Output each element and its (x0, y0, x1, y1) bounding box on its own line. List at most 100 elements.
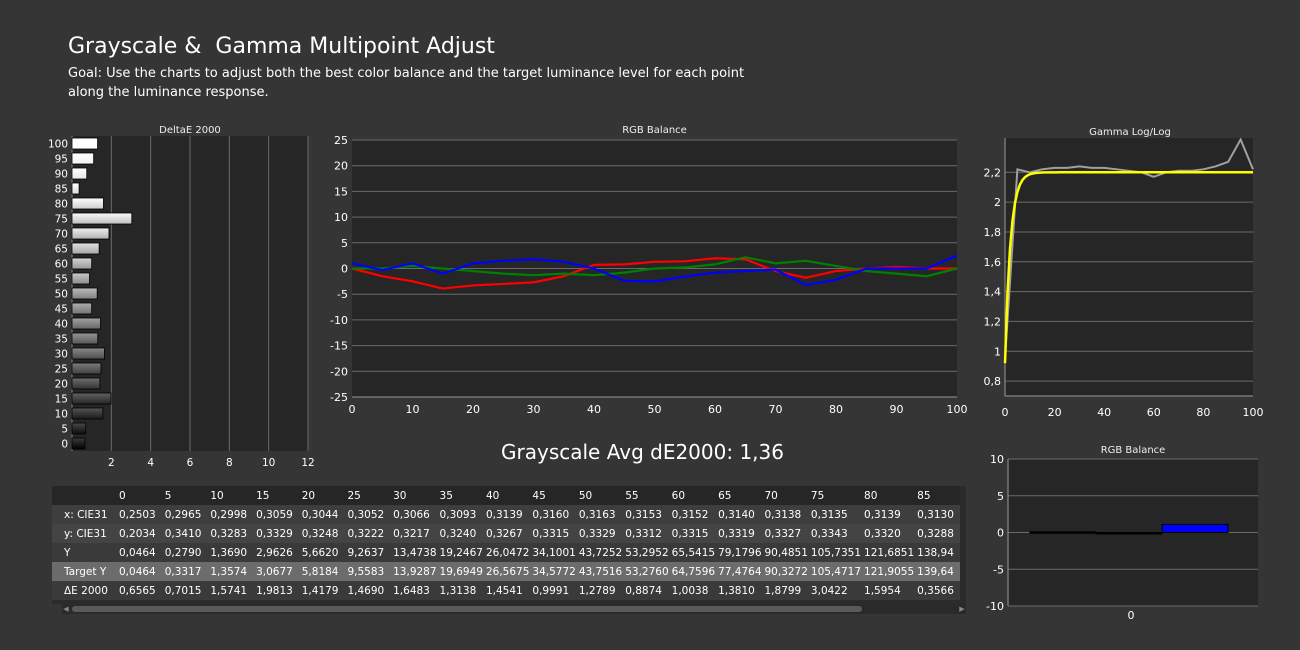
column-header: 65 (715, 486, 762, 505)
column-header: 35 (436, 486, 483, 505)
table-cell: 19,2467 (436, 543, 483, 562)
rgb-line-y-tick-label: -15 (330, 340, 348, 353)
scroll-left-arrow-icon[interactable]: ◀ (63, 605, 69, 613)
table-cell: 0,3140 (715, 505, 762, 524)
column-header: 40 (482, 486, 530, 505)
rgb-line-y-tick-label: 0 (341, 263, 348, 276)
table-cell: 0,0464 (116, 562, 162, 581)
table-cell: 139,64 (914, 562, 960, 581)
deltae-x-tick-label: 10 (262, 457, 275, 469)
gamma-chart-title: Gamma Log/Log (1089, 127, 1171, 138)
row-header-cell (52, 562, 62, 581)
table-cell: 53,2952 (622, 543, 669, 562)
deltae-y-tick-label: 55 (55, 274, 68, 286)
table-cell: 121,6851 (861, 543, 915, 562)
table-row[interactable]: ΔE 2000 0,6565 0,7015 1,5741 1,9813 1,4179 1,4… (52, 581, 960, 600)
gamma-plot-area (1005, 138, 1253, 396)
gamma-chart: 2,2 2 1,8 1,6 1,4 1,2 1 0,8 0 20 40 60 80 100 (984, 138, 1264, 419)
deltae-x-tick-label: 2 (108, 457, 115, 469)
gamma-y-tick-label: 0,8 (984, 375, 1002, 388)
table-cell: 0,3327 (761, 524, 808, 543)
table-cell: 0,3066 (390, 505, 437, 524)
table-cell: 43,7252 (575, 543, 623, 562)
table-cell: 0,3152 (668, 505, 716, 524)
rgb-line-series-blue (351, 254, 958, 287)
gamma-x-tick-label: 100 (1243, 406, 1264, 419)
row-label: x: CIE31 (62, 505, 116, 524)
deltae-bar (71, 182, 80, 195)
table-cell: 0,6565 (116, 581, 162, 600)
deltae-bar (71, 287, 98, 300)
table-cell: 0,2965 (161, 505, 208, 524)
rgb-balance-bar-chart: 10 5 0 -5 -10 0 (986, 455, 1258, 622)
corner-cell (62, 486, 116, 505)
table-cell: 0,3217 (390, 524, 437, 543)
table-row[interactable]: Target Y 0,0464 0,3317 1,3574 3,0677 5,8184 9,… (52, 562, 960, 581)
goal-text: Goal: Use the charts to adjust both the … (68, 66, 745, 100)
table-row[interactable]: x: CIE31 0,2503 0,2965 0,2998 0,3059 0,3044 0,… (52, 505, 960, 524)
deltae-bar (71, 377, 101, 390)
deltae-bar (71, 422, 87, 435)
gamma-y-tick-label: 1 (994, 345, 1001, 358)
deltae-y-tick-label: 5 (61, 424, 68, 436)
deltae-y-tick-label: 0 (61, 439, 68, 451)
gamma-y-tick-label: 2,2 (984, 166, 1002, 179)
table-cell: 1,3690 (207, 543, 254, 562)
gamma-x-tick-label: 0 (1002, 406, 1009, 419)
deltae-y-tick-label: 65 (55, 244, 68, 256)
rgb-line-x-tick-label: 60 (708, 403, 722, 416)
table-cell: 5,6620 (298, 543, 345, 562)
gamma-series-gamma_target (1003, 171, 1253, 364)
table-cell: 1,0038 (668, 581, 716, 600)
rgb-line-x-tick-label: 0 (349, 403, 356, 416)
table-row[interactable]: y: CIE31 0,2034 0,3410 0,3283 0,3329 0,3248 0,… (52, 524, 960, 543)
table-horizontal-scrollbar[interactable]: ◀ ▶ (62, 604, 966, 614)
column-header: 80 (861, 486, 915, 505)
column-header: 15 (253, 486, 299, 505)
deltae-x-tick-label: 8 (226, 457, 233, 469)
deltae-y-tick-label: 40 (55, 319, 68, 331)
measurement-table: 0 5 10 15 20 25 30 35 40 45 50 55 60 65 70 75 80 85 x: CIE… (52, 486, 966, 604)
deltae-bar (71, 152, 95, 165)
table-cell: 0,3566 (914, 581, 960, 600)
table-cell: 0,3240 (436, 524, 483, 543)
table-cell: 0,3139 (861, 505, 915, 524)
table-cell: 1,5954 (861, 581, 915, 600)
table-cell: 0,3267 (482, 524, 530, 543)
table-cell: 2,9626 (253, 543, 299, 562)
table-cell: 1,4541 (482, 581, 530, 600)
table-cell: 13,4738 (390, 543, 437, 562)
table-cell: 0,3317 (161, 562, 208, 581)
deltae-bar (71, 302, 93, 315)
deltae-bar (71, 347, 105, 360)
rgb-line-x-tick-label: 30 (527, 403, 541, 416)
deltae-bar (71, 242, 100, 255)
table-cell: 1,5741 (207, 581, 254, 600)
table-cell: 105,7351 (807, 543, 862, 562)
gamma-series-gamma_measured (1004, 138, 1254, 359)
deltae-bar (71, 212, 133, 225)
deltae-bar (71, 317, 101, 330)
rgb-line-x-tick-label: 80 (829, 403, 843, 416)
table-cell: 0,3222 (344, 524, 391, 543)
row-label: Target Y (62, 562, 116, 581)
column-header: 20 (298, 486, 345, 505)
deltae-y-tick-label: 15 (55, 394, 68, 406)
scroll-right-arrow-icon[interactable]: ▶ (959, 605, 965, 613)
gamma-x-tick-label: 20 (1048, 406, 1062, 419)
rgb-line-x-tick-label: 50 (648, 403, 662, 416)
deltae-y-tick-label: 95 (55, 154, 68, 166)
table-cell: 34,1001 (529, 543, 576, 562)
rgb-bar-y-tick-label: 5 (997, 490, 1004, 503)
column-header: 45 (529, 486, 576, 505)
table-cell: 64,7596 (668, 562, 716, 581)
rgb-line-y-tick-label: -25 (330, 391, 348, 404)
gamma-y-tick-label: 1,2 (984, 315, 1002, 328)
rgb-line-y-tick-label: 25 (334, 136, 348, 147)
table-cell: 105,4717 (807, 562, 862, 581)
table-row[interactable]: Y 0,0464 0,2790 1,3690 2,9626 5,6620 9,2637 13,… (52, 543, 960, 562)
scrollbar-thumb[interactable] (72, 606, 862, 612)
gamma-x-tick-label: 60 (1147, 406, 1161, 419)
table-cell: 0,3319 (715, 524, 762, 543)
